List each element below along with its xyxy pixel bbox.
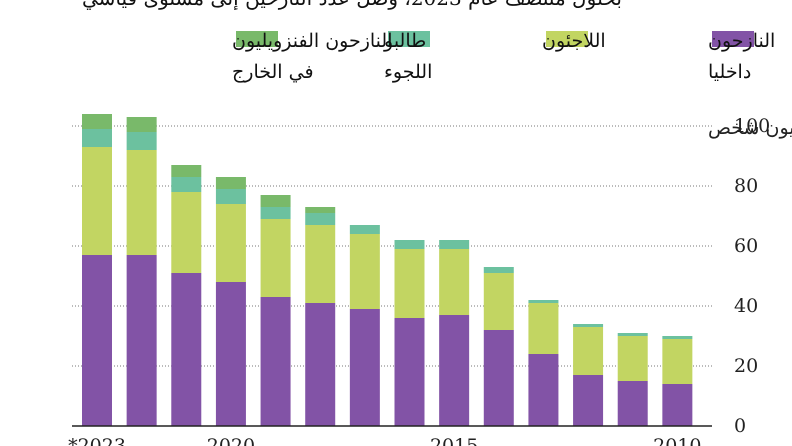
bar-segment-2022-venezuelans — [126, 117, 157, 132]
bar-segment-2014-idp — [483, 330, 514, 426]
bar-segment-2022-refugees — [126, 150, 157, 255]
bar-segment-2013-refugees — [528, 303, 559, 354]
x-tick-labels: *2023 2020 2015 2010 — [68, 435, 701, 446]
bar-segment-2018-venezuelans — [305, 207, 336, 213]
bar-segment-2017-refugees — [349, 234, 380, 309]
bar-segment-2010-asylum — [662, 336, 693, 339]
x-tick-label: 2020 — [207, 435, 255, 446]
y-tick-label: 80 — [734, 175, 758, 197]
y-tick-label: 100 — [734, 115, 770, 137]
legend-swatch-venezuelans — [236, 31, 278, 47]
y-tick-label: 60 — [734, 235, 758, 257]
bar-segment-2012-asylum — [573, 324, 604, 327]
bar-segment-2021-asylum — [171, 177, 202, 192]
bar-segment-2018-refugees — [305, 225, 336, 303]
legend-swatch-idp — [712, 31, 754, 47]
legend-label-idp-line2: داخليا — [708, 61, 751, 83]
bar-segment-2020-venezuelans — [215, 177, 246, 189]
bar-segment-2015-refugees — [439, 249, 470, 315]
legend-label-idp: النازحون — [708, 30, 775, 52]
bar-segment-2016-refugees — [394, 249, 425, 318]
chart-title: بحلول منتصف عام 2023، وصل عدد النازحين إ… — [82, 0, 622, 11]
bar-segment-2021-refugees — [171, 192, 202, 273]
bar-segment-2017-asylum — [349, 225, 380, 234]
y-tick-labels: 0 20 40 60 80 100 — [734, 115, 770, 437]
bar-segment-2011-idp — [617, 381, 648, 426]
bar-segment-2012-refugees — [573, 327, 604, 375]
legend-label-venezuelans-line2: في الخارج — [232, 61, 314, 83]
bar-segment-2019-idp — [260, 297, 291, 426]
bar-segment-2023-idp — [82, 255, 112, 426]
legend-label-venezuelans: النازحون الفنزويليون — [232, 30, 392, 52]
legend-label-asylum-line2: اللجوء — [384, 61, 432, 83]
bar-segment-2020-asylum — [215, 189, 246, 204]
bar-segment-2022-idp — [126, 255, 157, 426]
bar-segment-2018-idp — [305, 303, 336, 426]
legend-swatch-refugees — [546, 31, 588, 47]
bar-segment-2021-venezuelans — [171, 165, 202, 177]
legend-label-refugees: اللاجئون — [542, 30, 606, 52]
bar-segment-2023-venezuelans — [82, 114, 112, 129]
y-tick-label: 0 — [734, 415, 746, 437]
bars — [82, 114, 693, 426]
bar-segment-2010-idp — [662, 384, 693, 426]
y-tick-label: 20 — [734, 355, 758, 377]
bar-segment-2012-idp — [573, 375, 604, 426]
bar-segment-2020-refugees — [215, 204, 246, 282]
bar-segment-2013-idp — [528, 354, 559, 426]
bar-segment-2015-idp — [439, 315, 470, 426]
bar-segment-2014-refugees — [483, 273, 514, 330]
x-tick-label: *2023 — [68, 435, 126, 446]
gridlines — [72, 125, 712, 367]
bar-segment-2013-asylum — [528, 300, 559, 303]
y-tick-label: 40 — [734, 295, 758, 317]
bar-segment-2023-refugees — [82, 147, 112, 255]
y-axis-unit-label: مليون شخص — [708, 117, 792, 139]
bar-segment-2019-refugees — [260, 219, 291, 297]
bar-segment-2022-asylum — [126, 132, 157, 150]
legend-label-asylum: طالبو — [383, 30, 426, 52]
bar-segment-2018-asylum — [305, 213, 336, 225]
bar-segment-2017-idp — [349, 309, 380, 426]
bar-segment-2011-refugees — [617, 336, 648, 381]
bar-segment-2020-idp — [215, 282, 246, 426]
bar-segment-2016-idp — [394, 318, 425, 426]
legend-swatch-asylum — [388, 31, 430, 47]
bar-segment-2019-venezuelans — [260, 195, 291, 207]
x-tick-label: 2010 — [653, 435, 701, 446]
bar-segment-2014-asylum — [483, 267, 514, 273]
bar-segment-2021-idp — [171, 273, 202, 426]
bar-segment-2023-asylum — [82, 129, 112, 147]
bar-segment-2011-asylum — [617, 333, 648, 336]
bar-segment-2015-asylum — [439, 240, 470, 249]
bar-segment-2016-asylum — [394, 240, 425, 249]
legend: النازحون داخليا اللاجئون طالبو اللجوء ال… — [232, 30, 775, 83]
x-tick-label: 2015 — [430, 435, 478, 446]
bar-segment-2019-asylum — [260, 207, 291, 219]
bar-segment-2010-refugees — [662, 339, 693, 384]
